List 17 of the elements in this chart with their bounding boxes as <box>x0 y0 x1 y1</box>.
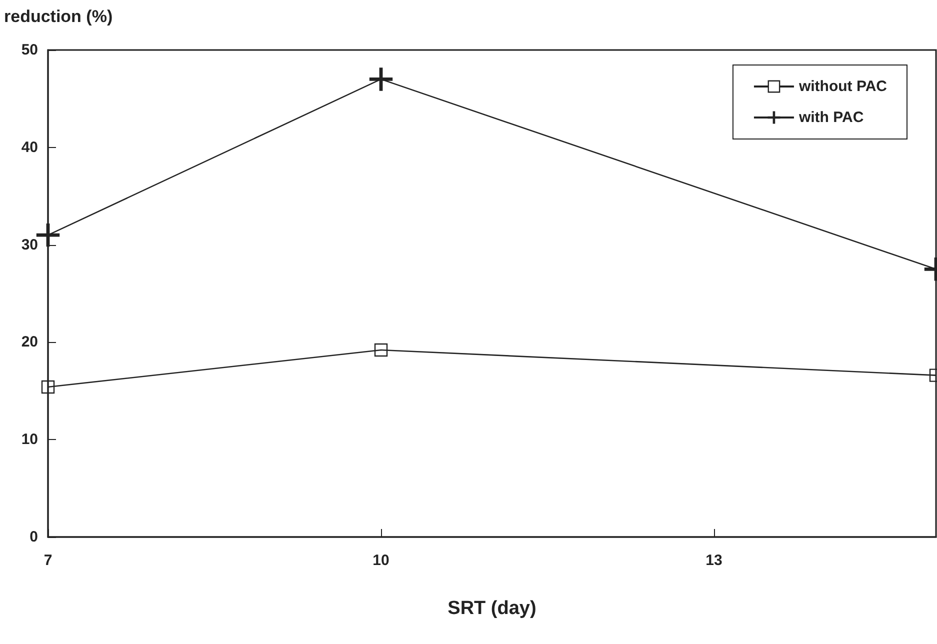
point <box>374 343 388 357</box>
y-tick-label: 30 <box>21 236 38 254</box>
point <box>41 380 55 394</box>
y-tick-label: 0 <box>30 528 38 546</box>
point <box>36 223 60 247</box>
point <box>369 68 393 91</box>
x-tick-label: 7 <box>44 552 52 569</box>
y-tick-label: 50 <box>21 42 38 58</box>
x-axis-title: SRT (day) <box>448 598 536 619</box>
legend-label: without PAC <box>798 78 888 95</box>
x-tick-label: 10 <box>372 552 390 569</box>
x-tick-label: 13 <box>706 552 722 569</box>
legend-label: with PAC <box>798 109 864 126</box>
y-axis-title: reduction (%) <box>4 7 113 26</box>
y-tick-label: 10 <box>21 431 38 448</box>
y-tick-label: 20 <box>21 334 38 351</box>
y-tick-label: 40 <box>21 138 38 156</box>
